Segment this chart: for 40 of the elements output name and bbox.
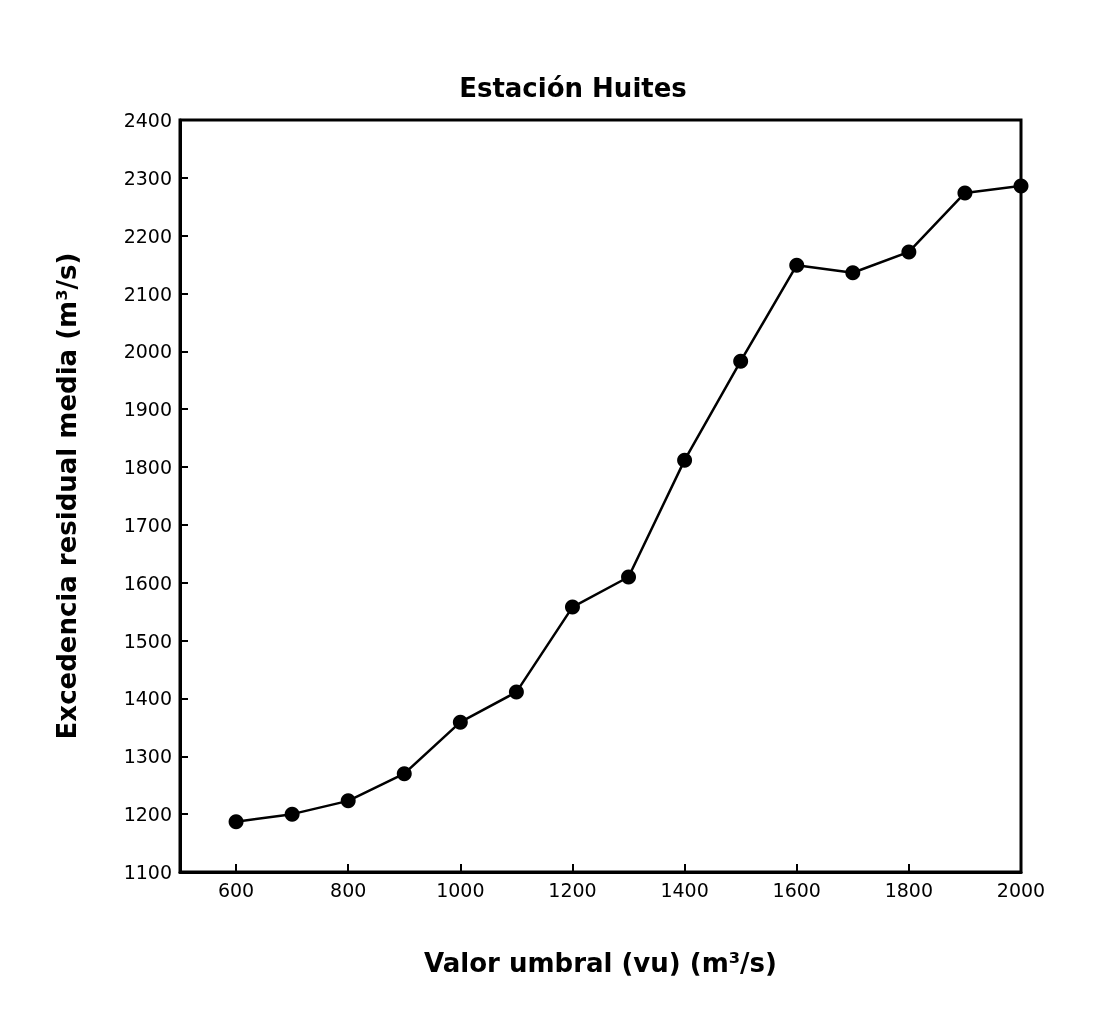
y-axis-title: Excedencia residual media (m³/s) bbox=[52, 252, 82, 740]
y-tick-label: 2200 bbox=[123, 224, 172, 247]
y-tick-label: 1600 bbox=[123, 571, 172, 594]
point bbox=[621, 569, 637, 585]
y-tick-label: 2400 bbox=[123, 109, 172, 131]
point bbox=[396, 766, 412, 782]
point bbox=[845, 265, 861, 281]
y-tick-label: 2000 bbox=[123, 340, 172, 363]
x-axis-title: Valor umbral (vu) (m³/s) bbox=[424, 948, 777, 978]
chart-title: Estación Huites bbox=[459, 73, 687, 103]
y-tick-label: 1700 bbox=[123, 513, 172, 536]
y-tick-label: 2300 bbox=[123, 166, 172, 189]
x-tick-label: 800 bbox=[330, 878, 367, 901]
y-tick-label: 1100 bbox=[123, 861, 172, 883]
x-tick-label: 1000 bbox=[436, 878, 485, 901]
point bbox=[284, 806, 300, 822]
point bbox=[564, 599, 580, 615]
x-tick-label: 1600 bbox=[772, 878, 821, 901]
y-tick-label: 2100 bbox=[123, 282, 172, 305]
y-tick-label: 1300 bbox=[123, 745, 172, 768]
point bbox=[452, 714, 468, 730]
y-tick-label: 1400 bbox=[123, 687, 172, 710]
point bbox=[228, 814, 244, 830]
y-tick-label: 1800 bbox=[123, 456, 172, 479]
point bbox=[340, 793, 356, 809]
x-tick-label: 2000 bbox=[996, 878, 1046, 901]
x-tick-label: 600 bbox=[217, 878, 255, 901]
point bbox=[733, 353, 749, 369]
x-tick-label: 1800 bbox=[884, 878, 934, 901]
point bbox=[901, 244, 917, 260]
y-tick-label: 1900 bbox=[123, 398, 172, 421]
x-tick-label: 1200 bbox=[548, 878, 597, 901]
point bbox=[508, 684, 524, 700]
point bbox=[957, 185, 973, 201]
point bbox=[789, 257, 805, 273]
point bbox=[677, 452, 693, 468]
y-tick-label: 1500 bbox=[123, 629, 172, 652]
x-tick-label: 1400 bbox=[660, 878, 709, 901]
y-tick-label: 1200 bbox=[123, 803, 172, 826]
point bbox=[1013, 178, 1029, 194]
